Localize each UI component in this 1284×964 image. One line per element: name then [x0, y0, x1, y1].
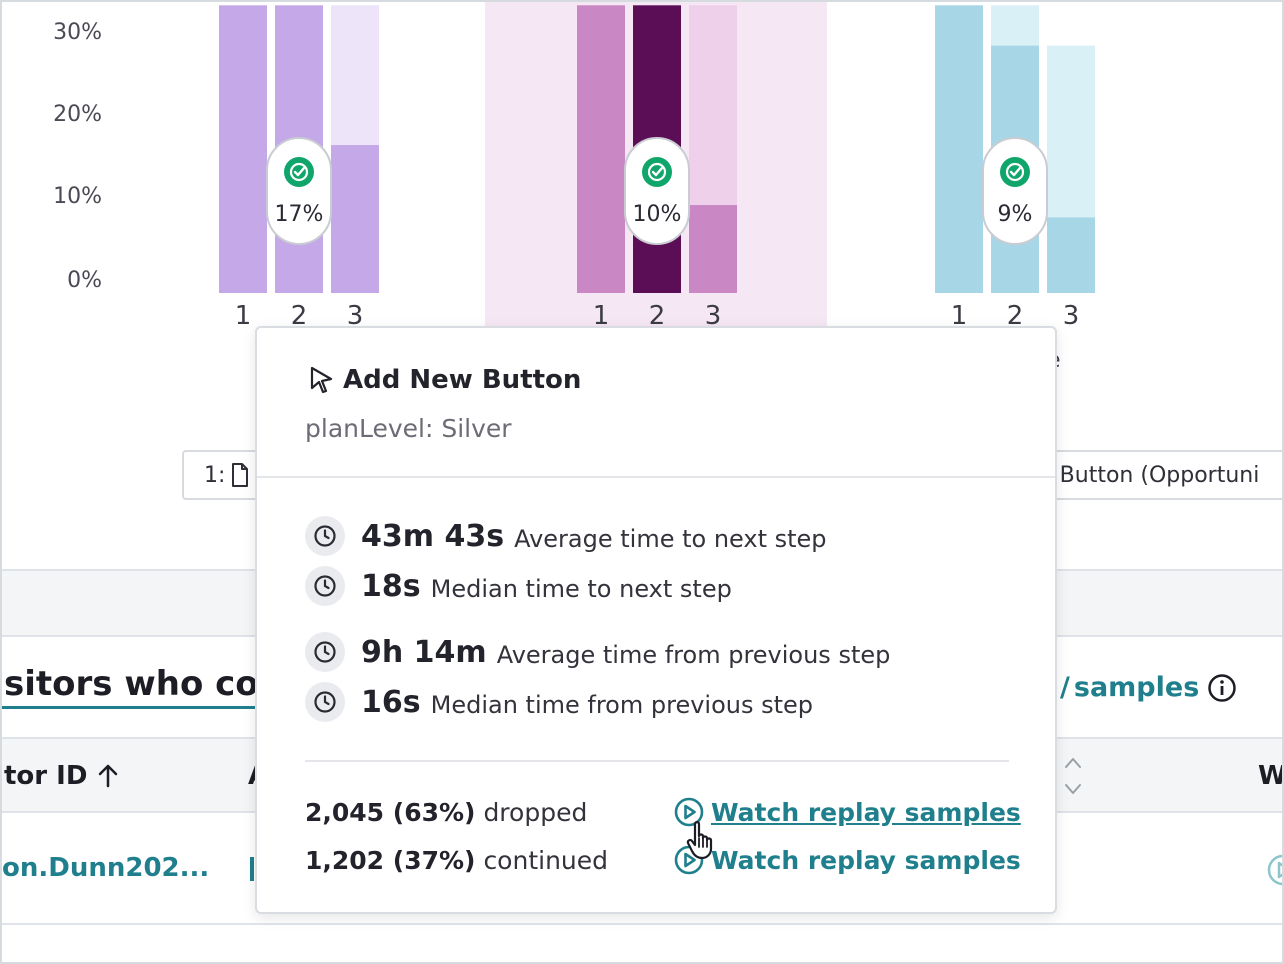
check-circle-icon-ring — [647, 162, 667, 182]
x-tick-label: 1 — [593, 301, 610, 331]
stat-avg-prev: 9h 14m Average time from previous step — [305, 632, 890, 672]
x-tick-label: 2 — [649, 301, 666, 331]
bar-dropped-segment — [331, 5, 379, 146]
clock-icon — [305, 632, 345, 672]
conversion-pill — [982, 137, 1048, 245]
watch-replay-continued-link[interactable]: Watch replay samples — [673, 844, 1021, 876]
play-icon[interactable] — [1266, 853, 1284, 887]
stat-label: Average time to next step — [514, 525, 827, 553]
step-chip-1-label: 1: — [204, 462, 226, 488]
watch-replay-continued-label: Watch replay samples — [711, 845, 1021, 875]
column-header-visitor-label: tor ID — [4, 761, 88, 791]
bar-dropped-segment — [991, 5, 1039, 46]
step-details-popover: Add New Button planLevel: Silver 43m 43s… — [255, 326, 1057, 914]
watch-replay-dropped-label: Watch replay samples — [711, 797, 1021, 827]
play-icon — [674, 797, 704, 827]
check-circle-icon-ring — [289, 162, 309, 182]
bar-dropped-segment — [689, 5, 737, 206]
clock-icon — [305, 516, 345, 556]
dropped-count-label: dropped — [483, 798, 588, 827]
hand-cursor-icon — [686, 821, 713, 860]
section-title[interactable]: sitors who cont — [2, 664, 300, 709]
conversion-pill — [266, 137, 332, 245]
x-tick-label: 3 — [347, 301, 364, 331]
bar-continued-segment[interactable] — [219, 5, 267, 294]
popover-title-text: Add New Button — [343, 365, 582, 395]
link-slash: / — [1060, 672, 1070, 703]
check-circle-icon-ring — [1005, 162, 1025, 182]
clock-icon — [305, 682, 345, 722]
bar-continued-segment[interactable] — [331, 145, 379, 293]
stat-median-prev: 16s Median time from previous step — [305, 682, 813, 722]
popover-divider — [305, 760, 1009, 762]
dropped-count-value: 2,045 (63%) — [305, 798, 476, 827]
x-tick-label: 3 — [705, 301, 722, 331]
page-icon — [232, 463, 249, 487]
column-header-visitor-id[interactable]: tor ID — [4, 761, 119, 791]
step-chip-3-label: nit Button (Opportuni — [1024, 462, 1260, 488]
stat-avg-next: 43m 43s Average time to next step — [305, 516, 827, 556]
stat-value: 9h 14m — [361, 634, 487, 670]
y-tick-label: 0% — [67, 268, 102, 293]
conversion-rate-label: 17% — [275, 202, 324, 227]
table-row: on.Dunn202... — [2, 813, 1284, 925]
sort-ascending-icon[interactable] — [97, 764, 119, 788]
check-mark — [651, 166, 664, 177]
check-mark — [1009, 166, 1022, 177]
conversion-pill — [624, 137, 690, 245]
replay-samples-header-link[interactable]: / samples — [1060, 672, 1237, 703]
x-tick-label: 2 — [291, 301, 308, 331]
bar-continued-segment[interactable] — [935, 5, 983, 294]
x-tick-label: 1 — [235, 301, 252, 331]
x-tick-label: 2 — [1007, 301, 1024, 331]
stat-median-next: 18s Median time to next step — [305, 566, 732, 606]
y-tick-label: 20% — [53, 102, 102, 127]
column-header-w[interactable]: W — [1258, 761, 1284, 791]
cursor-pointer-icon — [310, 366, 333, 394]
conversion-rate-label: 10% — [633, 202, 682, 227]
sort-toggle-icon[interactable] — [1062, 753, 1084, 799]
check-mark — [293, 166, 306, 177]
stat-label: Median time to next step — [430, 575, 732, 603]
continued-count-value: 1,202 (37%) — [305, 846, 476, 875]
stat-label: Median time from previous step — [430, 691, 814, 719]
y-tick-label: 10% — [53, 184, 102, 209]
dropped-count: 2,045 (63%) dropped — [305, 798, 587, 827]
stat-value: 16s — [361, 684, 421, 720]
samples-link-label: samples — [1073, 672, 1200, 703]
stat-value: 18s — [361, 568, 421, 604]
popover-subtitle: planLevel: Silver — [305, 414, 512, 443]
bar-continued-segment[interactable] — [689, 205, 737, 293]
info-icon[interactable] — [1207, 673, 1237, 703]
popover-title: Add New Button — [307, 364, 581, 396]
continued-count: 1,202 (37%) continued — [305, 846, 608, 875]
stat-value: 43m 43s — [361, 518, 505, 554]
bar-continued-segment[interactable] — [577, 5, 625, 294]
watch-replay-dropped-link[interactable]: Watch replay samples — [673, 796, 1021, 828]
stat-label: Average time from previous step — [496, 641, 891, 669]
popover-header: Add New Button planLevel: Silver — [257, 328, 1055, 478]
conversion-rate-label: 9% — [998, 202, 1033, 227]
bar-dropped-segment — [1047, 45, 1095, 218]
cell-link-fragment[interactable] — [250, 857, 254, 881]
bar-continued-segment[interactable] — [1047, 217, 1095, 293]
visitor-id-link[interactable]: on.Dunn202... — [2, 853, 210, 883]
funnel-chart: 30% 20% 10% 0% 1 2 3 17% 1 2 3 10% 1 2 3 9% — [53, 2, 1095, 332]
x-tick-label: 1 — [951, 301, 968, 331]
x-tick-label: 3 — [1063, 301, 1080, 331]
y-tick-label: 30% — [53, 20, 102, 45]
clock-icon — [305, 566, 345, 606]
continued-count-label: continued — [483, 846, 609, 875]
